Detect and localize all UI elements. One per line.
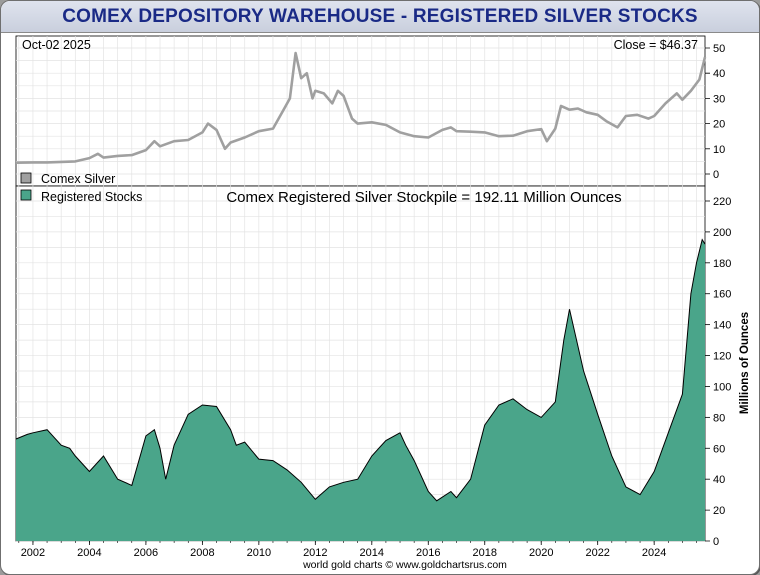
x-tick-label: 2010: [247, 547, 271, 559]
y-tick-label-bottom: 140: [713, 320, 731, 332]
y-tick-label-bottom: 160: [713, 289, 731, 301]
axes: 0102030405002040608010012014016018020022…: [18, 43, 731, 559]
x-tick-label: 2020: [529, 547, 553, 559]
stockpile-annotation: Comex Registered Silver Stockpile = 192.…: [226, 189, 621, 206]
footer-credit: world gold charts © www.goldchartsrus.co…: [302, 559, 507, 571]
silver-legend-label: Comex Silver: [41, 172, 115, 186]
y-tick-label-top: 40: [713, 68, 725, 80]
y-tick-label-bottom: 100: [713, 381, 731, 393]
x-tick-label: 2024: [642, 547, 666, 559]
silver-legend-swatch: [20, 172, 32, 184]
x-tick-label: 2012: [303, 547, 327, 559]
chart-title: COMEX DEPOSITORY WAREHOUSE - REGISTERED …: [62, 6, 698, 27]
y-tick-label-bottom: 220: [713, 196, 731, 208]
x-tick-label: 2002: [21, 547, 45, 559]
y-tick-label-bottom: 80: [713, 412, 725, 424]
silver-series: [15, 51, 707, 164]
y-tick-label-top: 30: [713, 93, 725, 105]
close-label: Close = $46.37: [614, 38, 698, 52]
stocks-legend-swatch: [20, 189, 32, 201]
y-tick-label-bottom: 120: [713, 351, 731, 363]
x-tick-label: 2008: [190, 547, 214, 559]
x-tick-label: 2006: [134, 547, 158, 559]
date-label: Oct-02 2025: [22, 38, 91, 52]
y-tick-label-bottom: 60: [713, 443, 725, 455]
y-axis-label: Millions of Ounces: [739, 312, 751, 414]
stocks-legend-label: Registered Stocks: [41, 190, 142, 204]
x-tick-label: 2014: [360, 547, 384, 559]
x-tick-label: 2022: [585, 547, 609, 559]
y-tick-label-top: 20: [713, 119, 725, 131]
y-tick-label-top: 10: [713, 144, 725, 156]
x-tick-label: 2004: [77, 547, 101, 559]
y-tick-label-bottom: 200: [713, 227, 731, 239]
registered-stocks-outline: [15, 238, 706, 502]
x-tick-label: 2018: [473, 547, 497, 559]
y-tick-label-top: 0: [713, 169, 719, 181]
title-bar: COMEX DEPOSITORY WAREHOUSE - REGISTERED …: [1, 1, 759, 33]
y-tick-label-bottom: 180: [713, 258, 731, 270]
y-tick-label-bottom: 40: [713, 474, 725, 486]
y-tick-label-bottom: 20: [713, 505, 725, 517]
y-tick-label-top: 50: [713, 43, 725, 55]
x-tick-label: 2016: [416, 547, 440, 559]
y-tick-label-bottom: 0: [713, 536, 719, 548]
silver-price-line: [15, 51, 707, 164]
registered-stocks-area: [16, 239, 705, 541]
stocks-series: [15, 238, 706, 541]
